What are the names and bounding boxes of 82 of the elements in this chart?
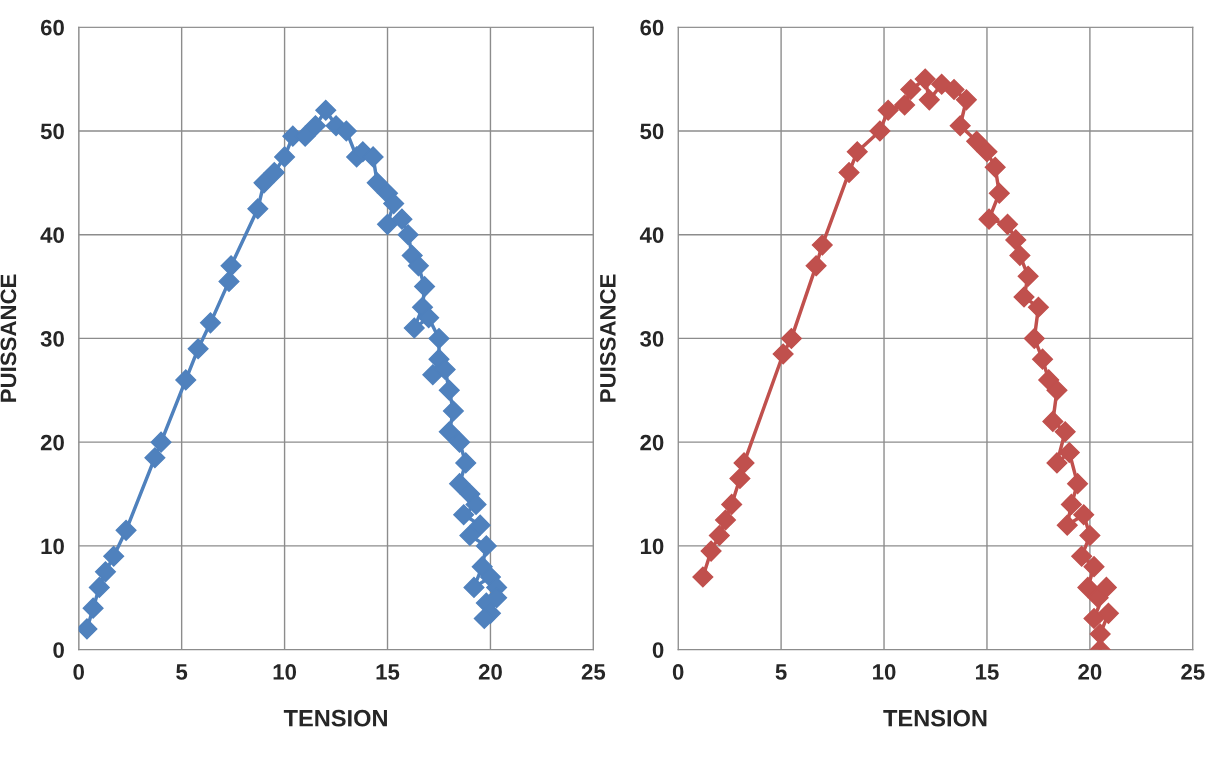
point xyxy=(1071,545,1093,567)
x-tick-label: 5 xyxy=(775,664,787,680)
point xyxy=(877,99,899,121)
point xyxy=(918,89,940,111)
x-tick-label: 25 xyxy=(1181,664,1205,680)
point xyxy=(900,78,922,100)
point xyxy=(1077,576,1099,598)
point xyxy=(966,130,988,152)
point xyxy=(1089,623,1111,645)
point xyxy=(780,327,802,349)
y-tick-label: 30 xyxy=(640,330,664,347)
point xyxy=(1060,493,1082,515)
x-tick-label: 10 xyxy=(873,664,896,680)
point xyxy=(838,161,860,183)
point xyxy=(1009,244,1031,266)
point xyxy=(943,78,965,100)
point xyxy=(846,141,868,163)
point xyxy=(1023,327,1045,349)
point xyxy=(894,94,916,116)
x-tick-label: 10 xyxy=(273,664,297,680)
y-tick-label: 40 xyxy=(639,227,664,243)
point xyxy=(1067,473,1089,495)
x-tick-label: 20 xyxy=(478,664,502,680)
y-tick-label: 60 xyxy=(640,19,664,36)
point xyxy=(978,208,1000,230)
point xyxy=(805,255,827,277)
y-tick-label: 10 xyxy=(41,538,64,555)
point xyxy=(1097,602,1119,624)
y-axis-title: PUISSANCE xyxy=(599,274,616,402)
x-axis-title: TENSION xyxy=(883,709,987,727)
x-tick-label: 20 xyxy=(1078,664,1102,680)
y-axis-title: PUISSANCE xyxy=(0,274,17,402)
point xyxy=(955,89,977,111)
point xyxy=(997,213,1019,235)
point xyxy=(1042,410,1064,432)
point xyxy=(1079,525,1101,547)
point xyxy=(1017,265,1039,287)
point xyxy=(869,120,891,142)
y-tick-label: 50 xyxy=(40,123,64,140)
y-tick-label: 50 xyxy=(640,123,664,140)
x-axis-title: TENSION xyxy=(283,709,387,727)
point xyxy=(1027,296,1049,318)
point xyxy=(721,493,743,515)
point xyxy=(949,115,971,137)
point xyxy=(733,452,755,474)
y-tick-label: 40 xyxy=(40,227,64,243)
point xyxy=(1056,514,1078,536)
point xyxy=(708,525,730,547)
point xyxy=(984,156,1006,178)
point xyxy=(1013,286,1035,308)
y-tick-label: 20 xyxy=(40,434,64,451)
point xyxy=(1073,504,1095,526)
point xyxy=(1046,452,1068,474)
point xyxy=(1032,348,1054,370)
point xyxy=(1005,229,1027,251)
point xyxy=(729,467,751,489)
point xyxy=(700,540,722,562)
y-tick-label: 10 xyxy=(640,538,664,555)
y-tick-label: 0 xyxy=(652,642,664,658)
y-tick-label: 30 xyxy=(40,330,64,347)
x-tick-label: 15 xyxy=(976,664,999,680)
x-tick-label: 25 xyxy=(581,664,606,680)
x-tick-label: 15 xyxy=(376,664,400,680)
x-tick-label: 0 xyxy=(672,664,684,680)
point xyxy=(1083,607,1105,630)
point xyxy=(914,68,936,90)
point xyxy=(772,343,794,365)
point xyxy=(1054,421,1076,443)
point xyxy=(1058,442,1080,464)
y-tick-label: 0 xyxy=(53,642,64,658)
point xyxy=(692,566,714,588)
x-tick-label: 5 xyxy=(176,664,188,680)
y-tick-label: 60 xyxy=(40,19,64,36)
point xyxy=(988,182,1010,204)
x-tick-label: 0 xyxy=(73,664,84,680)
point xyxy=(714,509,737,531)
point xyxy=(976,141,998,163)
y-tick-label: 20 xyxy=(640,434,664,451)
point xyxy=(1095,576,1117,598)
point xyxy=(811,234,833,256)
point xyxy=(1046,379,1068,401)
point xyxy=(1083,556,1105,578)
